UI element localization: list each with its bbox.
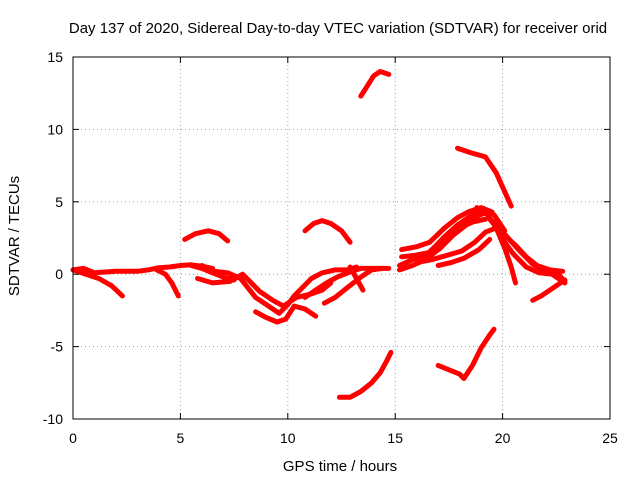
- plot-frame: [72, 56, 611, 420]
- y-tick-label: 0: [55, 266, 63, 282]
- x-tick-label: 15: [387, 430, 403, 446]
- axis-ticks: 0 5 10 15 20 25 -10 -5 0 5 10 15: [43, 49, 618, 446]
- y-tick-label: -10: [43, 411, 63, 427]
- series-track-26: [530, 277, 568, 303]
- series-track-9: [291, 264, 359, 299]
- series-track-24: [491, 219, 568, 284]
- series-track-21: [435, 236, 493, 268]
- series-track-12: [347, 264, 366, 293]
- series-track-19: [399, 208, 508, 260]
- x-axis-title: GPS time / hours: [283, 458, 397, 475]
- series-track-4: [182, 228, 231, 244]
- y-tick-label: -5: [51, 339, 64, 355]
- x-tick-label: 5: [177, 430, 185, 446]
- series-track-7: [199, 263, 297, 316]
- series-track-2: [70, 267, 125, 299]
- y-tick-label: 15: [47, 49, 63, 65]
- series-track-28: [435, 326, 497, 381]
- series-track-25: [498, 234, 568, 286]
- y-tick-label: 5: [55, 194, 63, 210]
- series-track-20: [414, 225, 499, 266]
- x-tick-label: 0: [69, 430, 77, 446]
- series-track-14: [358, 69, 392, 99]
- series-track-17: [397, 209, 491, 273]
- series-track-13: [302, 218, 353, 245]
- y-tick-label: 10: [47, 121, 63, 137]
- chart-title: Day 137 of 2020, Sidereal Day-to-day VTE…: [69, 20, 607, 37]
- series-track-8: [253, 303, 319, 325]
- x-tick-label: 25: [602, 430, 618, 446]
- series-track-11: [321, 265, 385, 306]
- x-tick-label: 10: [280, 430, 296, 446]
- series-track-15: [336, 349, 394, 400]
- series-track-3: [154, 267, 181, 299]
- y-axis-title: SDTVAR / TECUs: [6, 176, 23, 296]
- data-series: [70, 69, 568, 400]
- x-tick-label: 20: [495, 430, 511, 446]
- grid-lines: [73, 57, 610, 419]
- series-track-27: [455, 145, 514, 209]
